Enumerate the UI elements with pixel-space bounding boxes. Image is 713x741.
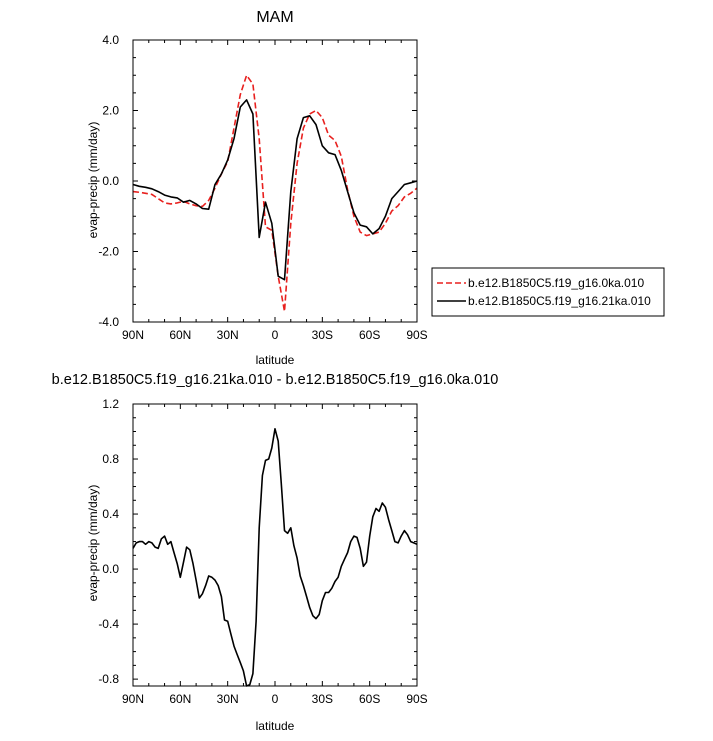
y-tick-label: -0.4 [98,617,119,631]
legend-label-21ka: b.e12.B1850C5.f19_g16.21ka.010 [468,294,651,308]
y-tick-label: 0.0 [102,174,119,188]
y-tick-label: -0.8 [98,672,119,686]
x-tick-label: 0 [272,328,279,342]
legend-label-0ka: b.e12.B1850C5.f19_g16.0ka.010 [468,276,644,290]
bottom-panel: b.e12.B1850C5.f19_g16.21ka.010 - b.e12.B… [52,372,499,733]
legend: b.e12.B1850C5.f19_g16.0ka.010 b.e12.B185… [431,267,665,317]
x-tick-label: 30N [217,328,239,342]
plot-frame [132,403,418,687]
x-axis-label: latitude [256,353,295,367]
x-tick-label: 90N [122,692,144,706]
series-line-0 [132,427,418,687]
x-tick-label: 90S [406,692,427,706]
y-tick-label: -4.0 [98,315,119,329]
x-tick-label: 60N [169,328,191,342]
tick-layer: 90N 60N 30N 0 30S 60S 90S 1.2 0.8 0.4 0.0 -0.4 -0.8 [98,397,427,706]
x-tick-label: 0 [272,692,279,706]
x-tick-label: 60S [359,692,380,706]
series-line-0 [132,74,418,313]
panel-title: MAM [256,9,293,26]
plot-frame [132,39,418,323]
panel-title: b.e12.B1850C5.f19_g16.21ka.010 - b.e12.B… [52,372,499,388]
tick-layer: 90N 60N 30N 0 30S 60S 90S 4.0 2.0 0.0 -2.0 -4.0 [98,33,427,342]
y-tick-label: -2.0 [98,245,119,259]
y-tick-label: 2.0 [102,104,119,118]
y-tick-label: 4.0 [102,33,119,47]
series-line-1 [132,99,418,281]
y-axis-label: evap-precip (mm/day) [86,122,100,239]
x-tick-label: 60S [359,328,380,342]
y-tick-label: 0.8 [102,452,119,466]
x-tick-label: 30S [312,692,333,706]
x-tick-label: 90S [406,328,427,342]
x-tick-label: 90N [122,328,144,342]
legend-box [431,267,665,317]
top-panel: MAM latitude evap-precip (mm/day) 90N 60N… [86,9,428,367]
y-tick-label: 1.2 [102,397,119,411]
series-layer [132,74,418,313]
x-tick-label: 60N [169,692,191,706]
y-tick-label: 0.0 [102,562,119,576]
series-layer [132,427,418,687]
x-tick-label: 30N [217,692,239,706]
x-tick-label: 30S [312,328,333,342]
x-axis-label: latitude [256,719,295,733]
y-axis-label: evap-precip (mm/day) [86,485,100,602]
y-tick-label: 0.4 [102,507,119,521]
